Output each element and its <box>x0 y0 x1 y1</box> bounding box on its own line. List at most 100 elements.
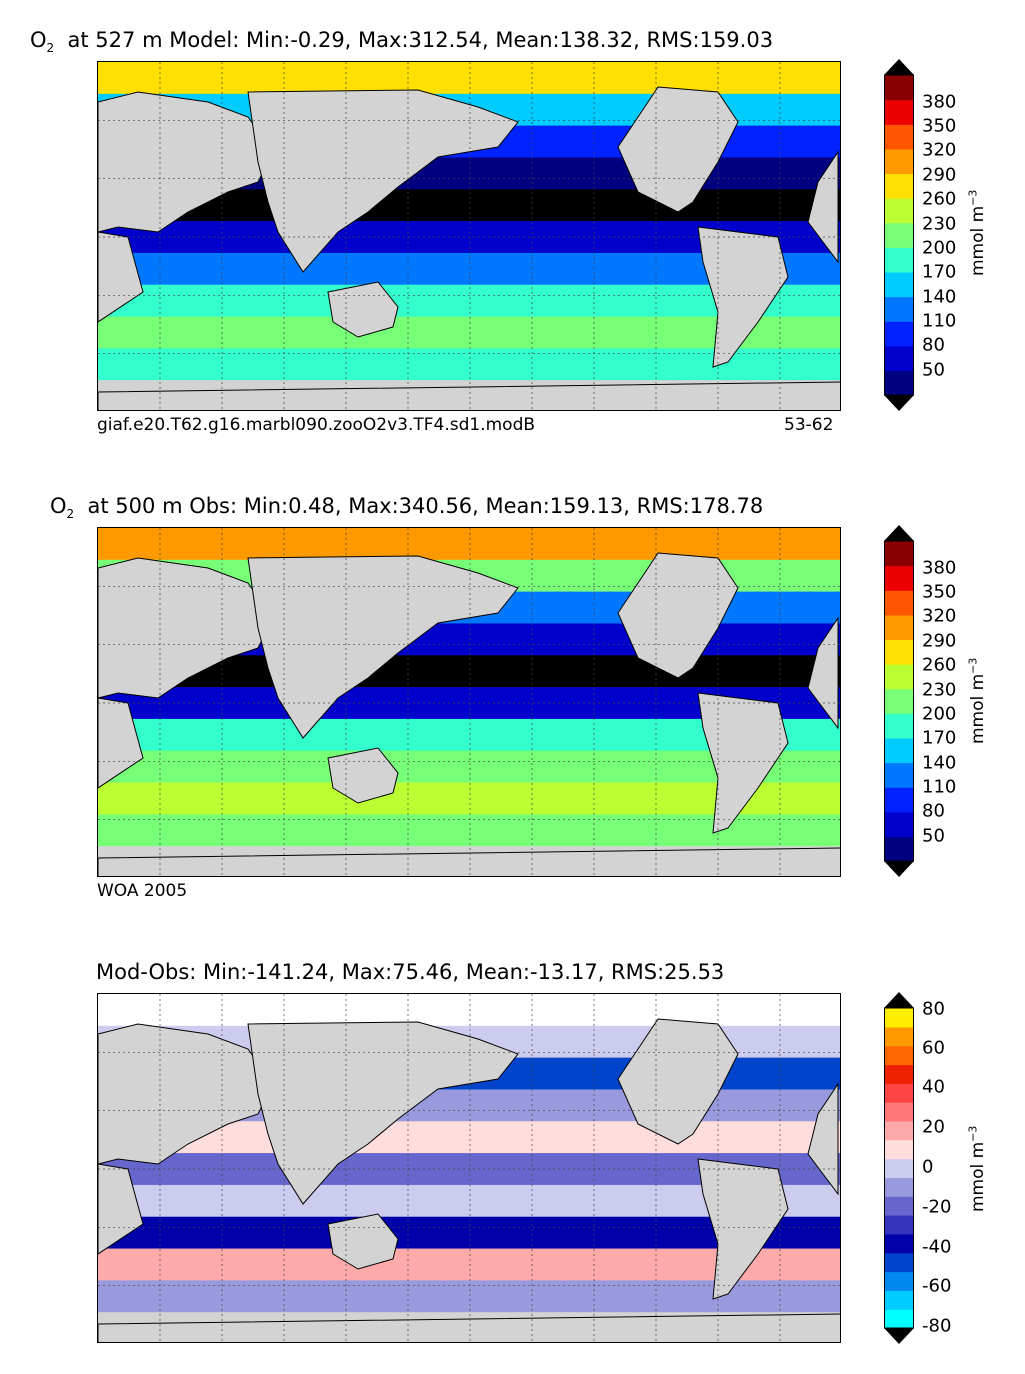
colorbar-band <box>884 614 914 641</box>
colorbar-tick: 290 <box>922 630 957 652</box>
panel-observations: O2 at 500 m Obs: Min:0.48, Max:340.56, M… <box>50 494 988 901</box>
year-range-caption: 53-62 <box>784 415 834 435</box>
colorbar-tick: 320 <box>922 605 957 627</box>
colorbar-band <box>884 565 914 591</box>
colorbar-bottom-extension <box>884 861 914 877</box>
colorbar-tick: 20 <box>922 1116 945 1138</box>
colorbar-tick: 80 <box>922 998 945 1020</box>
colorbar-tick: -80 <box>922 1315 952 1337</box>
colorbar-tick: 50 <box>922 825 945 847</box>
colorbar-tick: 80 <box>922 800 945 822</box>
colorbar-band <box>884 222 914 248</box>
colorbar-band <box>884 124 914 150</box>
land-mass <box>98 697 144 789</box>
colorbar-frame <box>884 540 914 862</box>
colorbar-band <box>884 99 914 125</box>
colorbar-band <box>884 1026 914 1047</box>
colorbar-band <box>884 639 914 665</box>
colorbar-frame <box>884 74 914 396</box>
land-mass <box>98 1163 144 1255</box>
colorbar-tick: 380 <box>922 91 957 113</box>
colorbar-band <box>884 1139 914 1160</box>
colorbar-tick: -60 <box>922 1275 952 1297</box>
colorbar-band <box>884 247 914 273</box>
colorbar-band <box>884 1102 914 1122</box>
colorbar-band <box>884 370 914 396</box>
colorbar-band <box>884 1233 914 1254</box>
land-mass <box>697 1158 789 1300</box>
land-mass <box>98 1023 274 1165</box>
land-mass <box>807 1082 839 1196</box>
land-mass <box>98 231 144 323</box>
land-mass <box>98 91 274 233</box>
dataset-caption: WOA 2005 <box>97 881 188 901</box>
colorbar-band <box>884 836 914 862</box>
difference-map <box>97 993 841 1343</box>
land-mass <box>807 616 839 730</box>
colorbar-tick: 60 <box>922 1037 945 1059</box>
colorbar-band <box>884 1120 914 1141</box>
land-mass <box>327 281 399 338</box>
ocean-band <box>98 994 840 1027</box>
colorbar-tick: 110 <box>922 776 957 798</box>
colorbar-band <box>884 1290 914 1310</box>
colorbar-band <box>884 1196 914 1216</box>
land-mass <box>247 1021 519 1205</box>
colorbar-band <box>884 321 914 347</box>
colorbar-band <box>884 1177 914 1197</box>
colorbar-band <box>884 688 914 714</box>
colorbar-tick: 350 <box>922 581 957 603</box>
colorbar-band <box>884 737 914 764</box>
colorbar-tick: 110 <box>922 310 957 332</box>
colorbar-band <box>884 664 914 690</box>
colorbar-band <box>884 1008 914 1028</box>
colorbar-band <box>884 198 914 224</box>
land-mass <box>98 1313 840 1342</box>
colorbar-tick: -40 <box>922 1236 952 1258</box>
colorbar-band <box>884 1309 914 1329</box>
colorbar-band <box>884 1215 914 1235</box>
colorbar-tick: 140 <box>922 286 957 308</box>
colorbar-band <box>884 173 914 199</box>
land-mass <box>247 555 519 739</box>
colorbar-tick: 260 <box>922 654 957 676</box>
colorbar-tick: 320 <box>922 139 957 161</box>
colorbar-top-extension <box>884 59 914 75</box>
colorbar-tick: 380 <box>922 557 957 579</box>
land-mass <box>617 86 739 213</box>
land-mass <box>697 692 789 834</box>
colorbar-tick: 40 <box>922 1076 945 1098</box>
run-name-caption: giaf.e20.T62.g16.marbl090.zooO2v3.TF4.sd… <box>97 415 536 435</box>
land-mass <box>617 1018 739 1145</box>
colorbar-band <box>884 713 914 739</box>
colorbar-band <box>884 345 914 371</box>
colorbar-band <box>884 590 914 616</box>
colorbar-band <box>884 811 914 837</box>
colorbar-band <box>884 762 914 788</box>
panel-title: Mod-Obs: Min:-141.24, Max:75.46, Mean:-1… <box>96 960 725 984</box>
colorbar-band <box>884 148 914 175</box>
colorbar-top-extension <box>884 525 914 541</box>
colorbar-bottom-extension <box>884 395 914 411</box>
colorbar-band <box>884 271 914 298</box>
colorbar-frame <box>884 1007 914 1329</box>
observation-map <box>97 527 841 877</box>
land-mass <box>327 1213 399 1270</box>
colorbar-tick: 230 <box>922 213 957 235</box>
colorbar <box>884 525 914 877</box>
colorbar-tick: 230 <box>922 679 957 701</box>
colorbar-tick: 140 <box>922 752 957 774</box>
colorbar-tick: 350 <box>922 115 957 137</box>
colorbar <box>884 59 914 411</box>
panel-title: O2 at 527 m Model: Min:-0.29, Max:312.54… <box>30 28 774 56</box>
colorbar-tick: 200 <box>922 703 957 725</box>
model-map <box>97 61 841 411</box>
colorbar-band <box>884 541 914 567</box>
colorbar-tick: 200 <box>922 237 957 259</box>
land-mass <box>247 89 519 273</box>
colorbar-band <box>884 75 914 101</box>
colorbar <box>884 992 914 1344</box>
colorbar-unit-label: mmol m−3 <box>966 1125 989 1213</box>
colorbar-band <box>884 1083 914 1103</box>
